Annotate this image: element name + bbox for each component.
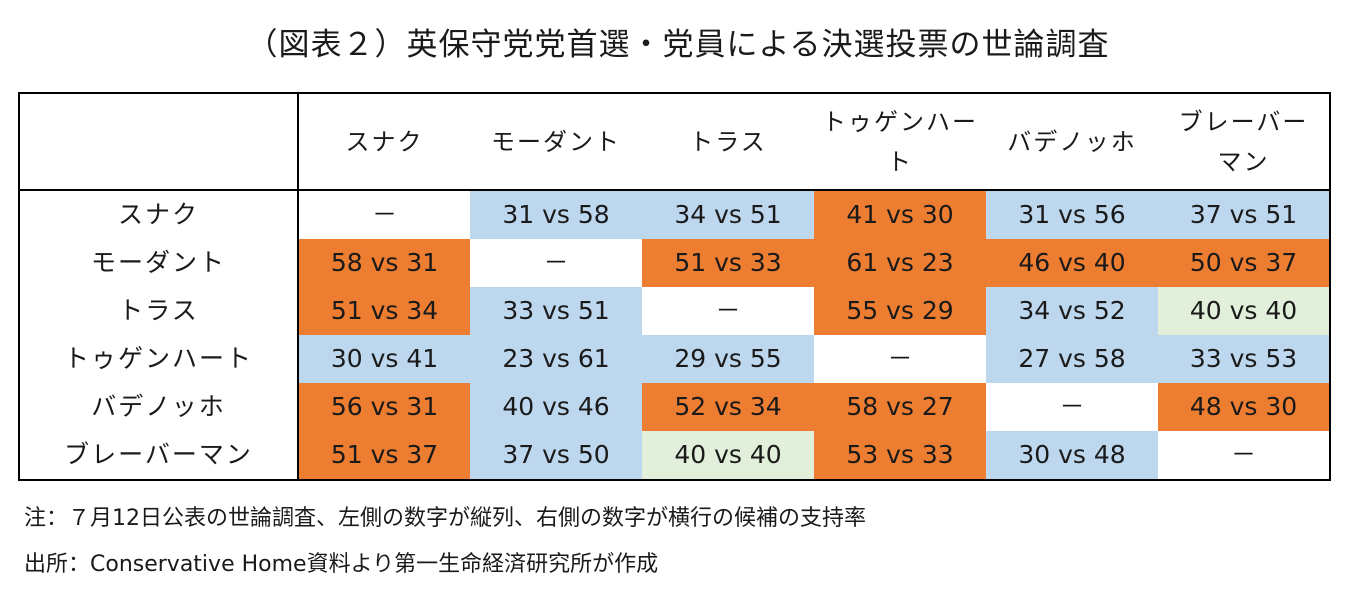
table-cell: 41 vs 30 xyxy=(814,190,986,239)
table-cell: 34 vs 51 xyxy=(642,190,814,239)
table-cell: 40 vs 40 xyxy=(1158,287,1330,335)
row-header: モーダント xyxy=(19,239,299,287)
poll-matrix-table: スナク モーダント トラス トゥゲンハート バデノッホ ブレーバーマン スナク … xyxy=(18,92,1331,481)
table-cell: 34 vs 52 xyxy=(986,287,1158,335)
table-cell: 58 vs 31 xyxy=(298,239,470,287)
column-header: トラス xyxy=(642,93,814,191)
table-cell: 48 vs 30 xyxy=(1158,383,1330,431)
table-cell: － xyxy=(986,383,1158,431)
corner-cell xyxy=(19,93,299,191)
table-cell: 40 vs 40 xyxy=(642,431,814,480)
table-cell: － xyxy=(814,335,986,383)
table-cell: 51 vs 33 xyxy=(642,239,814,287)
table-cell: － xyxy=(298,190,470,239)
table-cell: 61 vs 23 xyxy=(814,239,986,287)
table-cell: 33 vs 53 xyxy=(1158,335,1330,383)
row-header: スナク xyxy=(19,190,299,239)
column-header: スナク xyxy=(298,93,470,191)
table-cell: 33 vs 51 xyxy=(470,287,642,335)
table-cell: 27 vs 58 xyxy=(986,335,1158,383)
table-cell: 51 vs 34 xyxy=(298,287,470,335)
row-header: ブレーバーマン xyxy=(19,431,299,480)
page-title: （図表２）英保守党党首選・党員による決選投票の世論調査 xyxy=(246,27,1110,63)
table-cell: 53 vs 33 xyxy=(814,431,986,480)
table-cell: 23 vs 61 xyxy=(470,335,642,383)
column-header: モーダント xyxy=(470,93,642,191)
table-cell: 46 vs 40 xyxy=(986,239,1158,287)
table-cell: 56 vs 31 xyxy=(298,383,470,431)
header-row: スナク モーダント トラス トゥゲンハート バデノッホ ブレーバーマン xyxy=(19,93,1330,191)
table-cell: 31 vs 56 xyxy=(986,190,1158,239)
table-row: トラス 51 vs 34 33 vs 51 － 55 vs 29 34 vs 5… xyxy=(19,287,1330,335)
column-header: ブレーバーマン xyxy=(1158,93,1330,191)
table-cell: － xyxy=(642,287,814,335)
row-header: トラス xyxy=(19,287,299,335)
table-cell: 29 vs 55 xyxy=(642,335,814,383)
table-cell: － xyxy=(470,239,642,287)
table-row: モーダント 58 vs 31 － 51 vs 33 61 vs 23 46 vs… xyxy=(19,239,1330,287)
table-row: スナク － 31 vs 58 34 vs 51 41 vs 30 31 vs 5… xyxy=(19,190,1330,239)
source-note: 出所：Conservative Home資料より第一生命経済研究所が作成 xyxy=(24,552,659,577)
column-header: バデノッホ xyxy=(986,93,1158,191)
table-cell: 51 vs 37 xyxy=(298,431,470,480)
footnote: 注：７月12日公表の世論調査、左側の数字が縦列、右側の数字が横行の候補の支持率 xyxy=(24,506,866,531)
table-cell: 37 vs 51 xyxy=(1158,190,1330,239)
table-cell: 55 vs 29 xyxy=(814,287,986,335)
table-cell: 40 vs 46 xyxy=(470,383,642,431)
table-cell: 30 vs 41 xyxy=(298,335,470,383)
table-row: ブレーバーマン 51 vs 37 37 vs 50 40 vs 40 53 vs… xyxy=(19,431,1330,480)
row-header: トゥゲンハート xyxy=(19,335,299,383)
column-header: トゥゲンハート xyxy=(814,93,986,191)
table-cell: 31 vs 58 xyxy=(470,190,642,239)
table-cell: 58 vs 27 xyxy=(814,383,986,431)
table-cell: 52 vs 34 xyxy=(642,383,814,431)
table-row: バデノッホ 56 vs 31 40 vs 46 52 vs 34 58 vs 2… xyxy=(19,383,1330,431)
row-header: バデノッホ xyxy=(19,383,299,431)
table-cell: 50 vs 37 xyxy=(1158,239,1330,287)
table-row: トゥゲンハート 30 vs 41 23 vs 61 29 vs 55 － 27 … xyxy=(19,335,1330,383)
table-cell: 30 vs 48 xyxy=(986,431,1158,480)
table-cell: － xyxy=(1158,431,1330,480)
table-cell: 37 vs 50 xyxy=(470,431,642,480)
